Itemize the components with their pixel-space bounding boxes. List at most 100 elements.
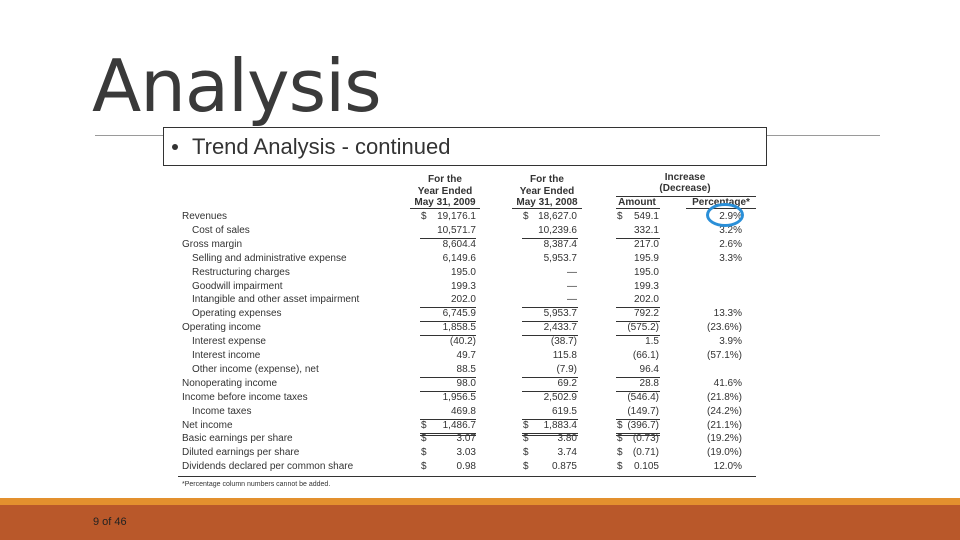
table-cell: 332.1: [633, 224, 659, 236]
rule-line: [420, 390, 476, 392]
currency-symbol: $: [523, 461, 529, 473]
currency-symbol: $: [523, 433, 529, 445]
table-cell: 199.3: [633, 280, 659, 292]
row-label: Net income: [182, 419, 233, 431]
rule-line: [420, 418, 476, 420]
currency-symbol: $: [523, 419, 529, 431]
table-cell: (21.8%): [706, 391, 742, 403]
rule-line: [522, 307, 578, 309]
table-cell: 1,858.5: [442, 322, 476, 334]
rule-line: [616, 418, 660, 420]
table-cell: (396.7): [627, 419, 659, 431]
table-cell: 0.105: [633, 461, 659, 473]
table-cell: (575.2): [627, 322, 659, 334]
table-cell: 2,433.7: [543, 322, 577, 334]
table-cell: 3.03: [456, 447, 476, 459]
rule-line: [420, 237, 476, 239]
currency-symbol: $: [421, 433, 427, 445]
bullet-text: Trend Analysis - continued: [192, 134, 451, 159]
table-cell: (21.1%): [706, 419, 742, 431]
table-cell: 549.1: [633, 211, 659, 222]
table-cell: —: [567, 280, 577, 292]
row-label: Intangible and other asset impairment: [192, 294, 360, 306]
subtitle-box: [163, 127, 767, 166]
table-cell: 88.5: [456, 363, 476, 375]
column-header: (Decrease): [659, 183, 711, 194]
table-cell: 202.0: [450, 294, 476, 306]
row-label: Operating income: [182, 322, 261, 334]
currency-symbol: $: [617, 461, 623, 473]
currency-symbol: $: [421, 447, 427, 459]
table-cell: 18,627.0: [538, 211, 577, 222]
table-cell: (19.2%): [706, 433, 742, 445]
table-cell: (38.7): [550, 336, 577, 348]
table-cell: 202.0: [633, 294, 659, 306]
table-cell: 115.8: [552, 350, 577, 361]
slide-title: Analysis: [92, 44, 382, 128]
currency-symbol: $: [617, 211, 623, 222]
rule-line: [522, 376, 578, 378]
table-cell: 619.5: [551, 405, 577, 417]
rule-line: [522, 418, 578, 420]
row-label: Dividends declared per common share: [182, 461, 354, 473]
rule-line: [616, 335, 660, 337]
currency-symbol: $: [421, 419, 427, 431]
footer-bar: [0, 505, 960, 540]
table-cell: 0.98: [456, 461, 476, 473]
rule-line: [420, 321, 476, 323]
table-cell: 96.4: [639, 363, 659, 375]
rule-line: [178, 476, 756, 477]
column-header: May 31, 2008: [516, 197, 578, 208]
rule-line: [512, 208, 582, 209]
table-cell: (7.9): [556, 363, 577, 375]
rule-line: [616, 208, 660, 209]
table-cell: 2.6%: [719, 238, 742, 250]
table-cell: 3.74: [557, 447, 577, 459]
currency-symbol: $: [421, 461, 427, 473]
table-cell: 217.0: [633, 238, 659, 250]
row-label: Restructuring charges: [192, 266, 290, 278]
column-header: May 31, 2009: [414, 197, 476, 208]
rule-line: [420, 335, 476, 337]
table-cell: 3.80: [557, 433, 577, 445]
footer-strip: [0, 498, 960, 505]
table-cell: 1,956.5: [442, 391, 476, 403]
currency-symbol: $: [523, 211, 529, 222]
table-cell: 469.8: [450, 405, 476, 417]
table-cell: (24.2%): [706, 405, 742, 417]
table-cell: —: [567, 266, 577, 278]
table-cell: 49.7: [456, 350, 476, 361]
table-cell: (0.71): [632, 447, 659, 459]
table-cell: 3.2%: [719, 224, 742, 236]
table-cell: 13.3%: [713, 308, 742, 320]
rule-line: [522, 237, 578, 239]
row-label: Cost of sales: [192, 224, 250, 236]
table-cell: 8,604.4: [442, 238, 476, 250]
highlight-circle: [706, 203, 744, 227]
table-cell: 6,745.9: [442, 308, 476, 320]
table-cell: 10,239.6: [538, 224, 577, 236]
footnote: *Percentage column numbers cannot be add…: [182, 481, 331, 488]
table-cell: 5,953.7: [543, 308, 577, 320]
rule-line: [522, 434, 578, 436]
row-label: Selling and administrative expense: [192, 252, 347, 264]
currency-symbol: $: [617, 447, 623, 459]
table-cell: —: [567, 294, 577, 306]
table-cell: (40.2): [449, 336, 476, 348]
table-cell: 3.07: [456, 433, 476, 445]
bullet-dot: [172, 144, 178, 150]
financial-table: For the Year Ended May 31, 2009 For the Year…: [175, 170, 760, 492]
row-label: Other income (expense), net: [192, 363, 319, 375]
column-header: Percentage*: [692, 197, 750, 208]
table-cell: (546.4): [627, 391, 659, 403]
currency-symbol: $: [523, 447, 529, 459]
table-cell: 195.0: [633, 266, 659, 278]
row-label: Nonoperating income: [182, 377, 278, 389]
table-cell: (19.0%): [706, 447, 742, 459]
rule-line: [420, 434, 476, 436]
rule-line: [420, 307, 476, 309]
rule-line: [616, 321, 660, 323]
table-cell: 195.0: [450, 266, 476, 278]
currency-symbol: $: [617, 419, 623, 431]
row-label: Basic earnings per share: [182, 433, 293, 445]
